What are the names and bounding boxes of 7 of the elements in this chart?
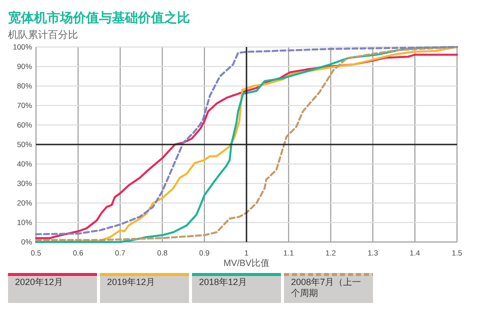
legend-label: 2008年7月（上一个周期 bbox=[291, 277, 362, 298]
chart-subtitle: 机队累计百分比 bbox=[8, 29, 78, 41]
chart-title: 宽体机市场价值与基础价值之比 bbox=[8, 10, 190, 25]
legend-label: 2019年12月 bbox=[107, 277, 156, 287]
x-axis-title: MV/BV比值 bbox=[223, 258, 270, 268]
legend-label: 2018年12月 bbox=[199, 277, 248, 287]
legend-label: 2020年12月 bbox=[15, 277, 64, 287]
